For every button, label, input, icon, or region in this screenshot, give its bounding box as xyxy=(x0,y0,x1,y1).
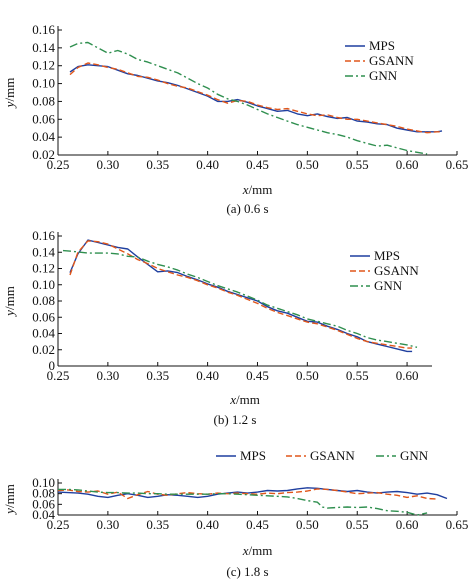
y-tick-label: 0.14 xyxy=(32,244,55,259)
y-axis-label: y/mm xyxy=(2,78,17,110)
x-tick-label: 0.50 xyxy=(296,368,319,383)
x-tick-label: 0.55 xyxy=(346,157,369,172)
chart-caption: (c) 1.8 s xyxy=(226,564,268,579)
chart-1: 0.25 0.30 0.35 0.40 0.45 0.50 0.55 0.6000.020.0… xyxy=(2,228,432,427)
x-tick-label: 0.45 xyxy=(246,517,269,532)
legend-label-gnn: GNN xyxy=(374,278,403,293)
series-line-gnn xyxy=(58,488,428,516)
y-tick-label: 0.04 xyxy=(32,326,55,341)
series-line-mps xyxy=(57,487,448,500)
x-axis-label: x/mm xyxy=(242,182,273,197)
series-line-mps xyxy=(69,239,413,353)
legend-label-gnn: GNN xyxy=(400,448,429,463)
x-tick-label: 0.25 xyxy=(47,368,70,383)
x-axis-variable: x xyxy=(242,182,249,197)
chart-caption: (b) 1.2 s xyxy=(214,412,257,427)
legend: MPS GSANN GNN xyxy=(216,448,429,463)
chart-0: 0.25 0.30 0.35 0.40 0.45 0.50 0.55 0.60 0.65 0.02… xyxy=(2,22,468,216)
legend-label-mps: MPS xyxy=(369,38,395,53)
chart-2: 0.25 0.30 0.35 0.40 0.45 0.50 0.55 0.60 0.65 0.04… xyxy=(2,448,468,579)
y-tick-label: 0.06 xyxy=(32,111,55,126)
legend-label-gsann: GSANN xyxy=(310,448,355,463)
x-tick-label: 0.25 xyxy=(47,517,70,532)
y-axis-label: y/mm xyxy=(2,286,17,318)
y-tick-label: 0.16 xyxy=(32,22,55,37)
series-line-gnn xyxy=(62,249,418,348)
y-axis-variable: y xyxy=(2,508,17,516)
y-tick-label: 0.06 xyxy=(32,309,55,324)
y-tick-label: 0 xyxy=(49,358,56,373)
x-axis-unit: /mm xyxy=(248,182,272,197)
y-tick-label: 0.10 xyxy=(32,475,55,490)
y-axis-unit: /mm xyxy=(2,286,17,310)
y-axis-variable: y xyxy=(2,101,17,109)
x-tick-label: 0.60 xyxy=(396,368,419,383)
legend-label-gnn: GNN xyxy=(369,68,398,83)
x-tick-label: 0.50 xyxy=(296,517,319,532)
x-tick-label: 0.45 xyxy=(246,157,269,172)
x-axis-variable: x xyxy=(242,543,249,558)
x-axis-variable: x xyxy=(229,392,236,407)
y-tick-label: 0.02 xyxy=(32,147,55,162)
x-tick-label: 0.55 xyxy=(346,368,369,383)
x-axis-unit: /mm xyxy=(248,543,272,558)
y-tick-label: 0.08 xyxy=(32,486,55,501)
legend-label-gsann: GSANN xyxy=(369,53,414,68)
y-tick-label: 0.02 xyxy=(32,342,55,357)
x-tick-label: 0.30 xyxy=(97,517,120,532)
x-tick-label: 0.40 xyxy=(196,517,219,532)
x-axis-unit: /mm xyxy=(236,392,260,407)
series-line-gsann xyxy=(57,488,438,500)
legend-label-gsann: GSANN xyxy=(374,263,419,278)
x-tick-label: 0.45 xyxy=(246,368,269,383)
y-axis-unit: /mm xyxy=(2,484,17,508)
legend-label-mps: MPS xyxy=(374,248,400,263)
chart-caption: (a) 0.6 s xyxy=(226,201,268,216)
legend-label-mps: MPS xyxy=(240,448,266,463)
series-line-gnn xyxy=(69,41,428,155)
x-tick-label: 0.65 xyxy=(446,157,468,172)
x-tick-label: 0.30 xyxy=(96,368,119,383)
y-tick-label: 0.04 xyxy=(32,129,55,144)
x-tick-label: 0.35 xyxy=(146,157,169,172)
series-line-gsann xyxy=(69,240,413,349)
y-tick-label: 0.06 xyxy=(32,496,55,511)
x-tick-label: 0.55 xyxy=(346,517,369,532)
y-tick-label: 0.14 xyxy=(32,40,55,55)
y-tick-label: 0.16 xyxy=(32,228,55,243)
x-tick-label: 0.65 xyxy=(446,517,468,532)
y-axis-unit: /mm xyxy=(2,78,17,102)
x-tick-label: 0.35 xyxy=(146,368,169,383)
y-tick-label: 0.08 xyxy=(32,293,55,308)
y-tick-label: 0.12 xyxy=(32,261,55,276)
x-tick-label: 0.40 xyxy=(196,157,219,172)
y-tick-label: 0.08 xyxy=(32,93,55,108)
y-tick-label: 0.10 xyxy=(32,277,55,292)
x-tick-label: 0.50 xyxy=(296,157,319,172)
x-tick-label: 0.30 xyxy=(97,157,120,172)
y-axis-label: y/mm xyxy=(2,484,17,516)
x-tick-label: 0.35 xyxy=(146,517,169,532)
y-tick-label: 0.10 xyxy=(32,76,55,91)
y-tick-label: 0.12 xyxy=(32,58,55,73)
x-tick-label: 0.60 xyxy=(396,517,419,532)
x-tick-label: 0.40 xyxy=(196,368,219,383)
series-line-gsann xyxy=(69,62,442,134)
y-axis-variable: y xyxy=(2,310,17,318)
x-axis-label: x/mm xyxy=(242,543,273,558)
x-tick-label: 0.25 xyxy=(47,157,70,172)
y-tick-label: 0.04 xyxy=(32,507,55,522)
x-tick-label: 0.60 xyxy=(396,157,419,172)
x-axis-label: x/mm xyxy=(229,392,260,407)
